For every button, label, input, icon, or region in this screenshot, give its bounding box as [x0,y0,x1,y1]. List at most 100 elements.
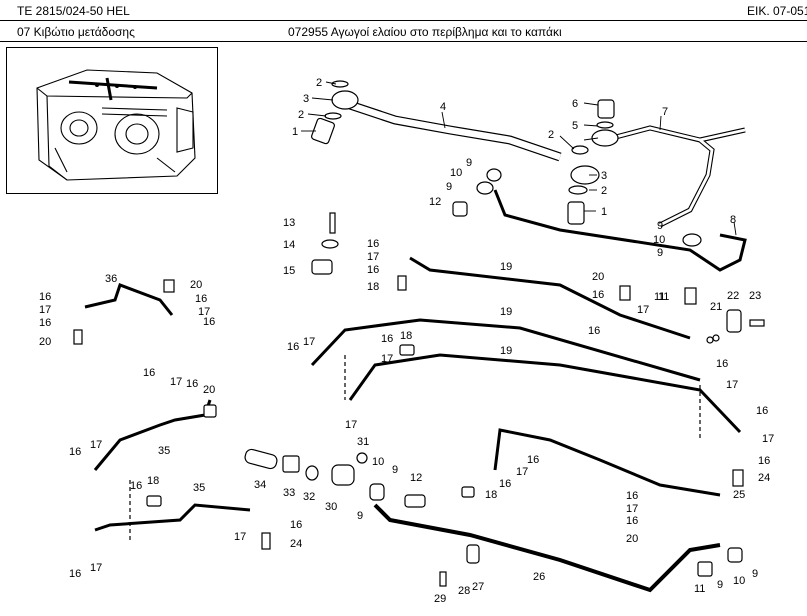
callout-33: 33 [283,487,295,499]
callout-35-a: 35 [158,445,170,457]
bolt-12-bottom [404,494,426,508]
callout-16-r: 16 [290,519,302,531]
callout-9-e: 9 [392,464,398,476]
callout-19-c: 19 [500,345,512,357]
callout-17-h: 17 [762,433,774,445]
callout-9-g: 9 [717,579,723,591]
callout-36: 36 [105,273,117,285]
bolt-24 [732,469,744,487]
header-row-2: 07 Κιβώτιο μετάδοσης 072955 Αγωγοί ελαίο… [0,21,807,43]
callout-9-f: 9 [357,510,363,522]
group-label: 07 Κιβώτιο μετάδοσης [17,25,135,39]
bracket-22 [726,309,742,333]
callout-30: 30 [325,501,337,513]
callout-20-e: 20 [626,533,638,545]
header-bottom-rule [0,41,807,42]
bolt-18-mid [399,344,415,356]
transmission-housing-drawing [36,69,196,181]
callout-16-v: 16 [626,490,638,502]
callout-17-e: 17 [303,336,315,348]
callout-1-b: 1 [601,206,607,218]
callout-16-n: 16 [143,367,155,379]
callout-10-c: 10 [372,456,384,468]
callout-3-a: 3 [303,93,309,105]
callout-19-b: 19 [500,306,512,318]
callout-16-d: 16 [588,325,600,337]
callout-28: 28 [458,585,470,597]
callout-12-b: 12 [410,472,422,484]
callout-16-e: 16 [39,291,51,303]
oil-pipe-36 [84,283,174,316]
screw-23 [749,319,765,327]
callout-10-b: 10 [653,234,665,246]
bolt-13 [329,212,336,234]
fitting-10-bottom-right [727,547,743,563]
callout-17-f: 17 [381,353,393,365]
header-row-1: TE 2815/024-50 HEL ΕΙΚ. 07-051 [0,0,807,22]
callout-6: 6 [572,98,578,110]
oil-pipe-25 [493,428,721,497]
clamp-15 [311,259,333,275]
callout-24-b: 24 [290,538,302,550]
callout-16-j: 16 [381,333,393,345]
callout-16-i: 16 [287,341,299,353]
tee-fitting-30 [331,464,355,486]
washer-21-b [712,334,720,342]
bolt-20-35 [203,404,217,418]
callout-25: 25 [733,489,745,501]
figure-title: 072955 Αγωγοί ελαίου στο περίβλημα και τ… [288,25,562,39]
bolt-12 [452,201,468,217]
ring-32 [305,465,319,481]
oil-pipe-35 [93,399,251,532]
callout-16-k: 16 [716,358,728,370]
callout-17-i: 17 [345,419,357,431]
callout-9-c: 9 [657,220,663,232]
callout-16-g: 16 [39,317,51,329]
callout-17-b: 17 [637,304,649,316]
fitting-10-right [682,233,702,247]
oil-pipe-8 [493,189,747,272]
banjo-bolt-1-right [567,201,585,225]
banjo-bolt-1-top [311,117,335,145]
callout-35-b: 35 [193,482,205,494]
callout-17-o: 17 [626,503,638,515]
callout-4: 4 [440,101,446,113]
callout-20-d: 20 [203,384,215,396]
callout-11-b: 11 [694,583,705,595]
callout-10-a: 10 [450,167,462,179]
callout-5: 5 [572,120,578,132]
washer-21-a [706,336,714,344]
oil-pipe-7 [611,125,746,228]
banjo-fitting-3-right [570,165,600,185]
seal-ring-2-a [331,80,349,88]
header-divider [0,20,807,21]
callout-15: 15 [283,265,295,277]
callout-18-b: 18 [400,330,412,342]
oil-pipe-19-upper [409,256,691,340]
callout-8: 8 [730,214,736,226]
bolt-29 [439,571,447,587]
callout-2-b: 2 [298,109,304,121]
callout-16-b: 16 [367,264,379,276]
seal-ring-2-c [571,145,589,155]
callout-10-d: 10 [733,575,745,587]
seal-ring-5-a [596,121,614,129]
callout-17-d: 17 [198,306,210,318]
oil-pipe-19-middle [310,318,701,382]
callout-27: 27 [472,581,484,593]
seal-ring-2-b [324,112,342,120]
bolt-24-left [261,532,271,550]
callout-1-a: 1 [292,126,298,138]
callout-23: 23 [749,290,761,302]
callout-20-c: 20 [39,336,51,348]
callout-26: 26 [533,571,545,583]
oil-pipe-19-lower [348,353,742,434]
callout-18-c: 18 [147,475,159,487]
callout-16-u: 16 [499,478,511,490]
banjo-fitting-5 [591,129,619,147]
callout-17-g: 17 [726,379,738,391]
bolt-18-25 [461,486,475,498]
banjo-bolt-6 [597,99,615,119]
callout-13: 13 [283,217,295,229]
